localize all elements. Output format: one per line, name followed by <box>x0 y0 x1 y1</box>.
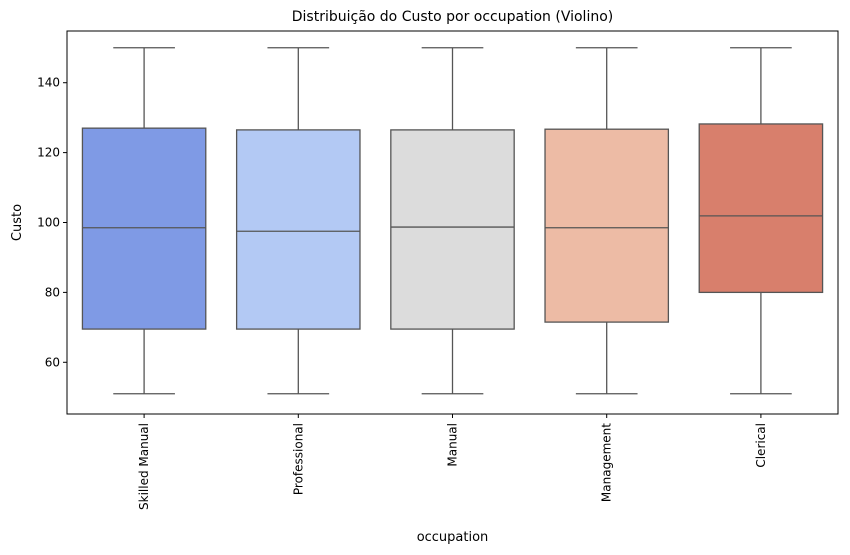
y-axis: 60 80 100 120 140 <box>37 76 67 369</box>
iqr-box <box>390 129 515 330</box>
x-tick-label: Management <box>600 423 614 502</box>
y-tick-label: 140 <box>37 76 60 90</box>
iqr-box <box>235 129 361 330</box>
x-axis: Skilled Manual Professional Manual Manageme… <box>137 414 768 510</box>
iqr-box <box>544 128 670 323</box>
iqr-box <box>698 123 824 294</box>
x-tick-label: Clerical <box>754 423 768 468</box>
y-axis-label: Custo <box>10 204 25 241</box>
box-clerical <box>698 47 824 395</box>
x-tick-label: Manual <box>446 423 460 467</box>
box-management <box>544 47 670 395</box>
chart-title: Distribuição do Custo por occupation (Vi… <box>292 9 613 25</box>
box-professional <box>235 47 361 395</box>
y-tick-label: 60 <box>45 355 60 369</box>
plot-frame <box>66 30 839 415</box>
box-plot-area <box>81 47 824 395</box>
y-tick-label: 120 <box>37 146 60 160</box>
x-axis-label: occupation <box>417 530 489 545</box>
x-tick-label: Skilled Manual <box>137 423 151 510</box>
box-manual <box>390 47 515 395</box>
iqr-box <box>81 127 207 330</box>
y-tick-label: 100 <box>37 216 60 230</box>
box-skilled-manual <box>81 47 207 395</box>
y-tick-label: 80 <box>45 285 60 299</box>
x-tick-label: Professional <box>291 423 305 495</box>
